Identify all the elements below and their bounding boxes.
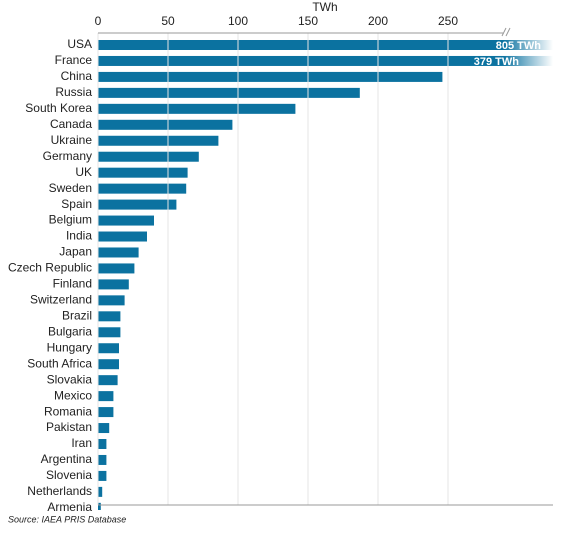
x-tick-label: 100 [228,14,248,28]
value-label: 805 TWh [496,40,542,52]
axis-break [505,27,511,37]
y-tick-label: USA [67,37,92,51]
bar [98,215,154,226]
y-tick-label: Slovakia [47,372,93,386]
x-tick-label: 200 [368,14,388,28]
bar [98,343,119,354]
bar [98,295,125,306]
x-tick-label: 50 [161,14,175,28]
bar [98,183,187,194]
bar [98,375,118,386]
y-tick-label: Belgium [49,213,92,227]
bar [98,103,296,114]
x-tick-label: 150 [298,14,318,28]
y-tick-label: Germany [43,149,92,163]
bar [98,391,114,402]
y-tick-label: France [55,53,93,67]
y-tick-label: UK [75,165,92,179]
y-tick-label: Iran [71,436,92,450]
bar [98,279,129,290]
axis-break [501,27,507,37]
bar [98,454,107,465]
bar [98,423,110,434]
y-tick-label: Brazil [62,308,92,322]
bar [98,87,360,98]
y-tick-label: Sweden [49,181,92,195]
y-tick-label: Slovenia [46,468,92,482]
y-tick-label: China [61,69,93,83]
y-tick-label: Ukraine [51,133,93,147]
plot-area [98,40,553,510]
bar [98,119,233,130]
y-tick-label: Hungary [47,340,92,354]
y-tick-label: Switzerland [30,293,92,307]
bar [98,263,135,274]
bar [98,71,443,82]
y-tick-label: Romania [44,404,92,418]
bar [98,311,121,322]
y-tick-label: South Africa [27,356,92,370]
y-tick-label: India [66,229,92,243]
x-tick-label: 0 [95,14,102,28]
y-tick-label: South Korea [25,101,92,115]
y-tick-label: Czech Republic [8,261,92,275]
y-tick-label: Spain [61,197,92,211]
bar [98,327,121,338]
y-tick-label: Pakistan [46,420,92,434]
bar [98,167,188,178]
bar [98,407,114,418]
y-tick-label: Russia [55,85,92,99]
y-tick-label: Bulgaria [48,324,92,338]
value-label: 379 TWh [474,56,520,68]
y-tick-label: Mexico [54,388,92,402]
bar [98,502,101,510]
bar [98,199,177,210]
x-tick-label: 250 [438,14,458,28]
bar [98,247,139,258]
bar [98,135,219,146]
bar [98,470,107,481]
bar [98,359,119,370]
x-axis-label: TWh [312,0,337,14]
y-tick-label: Netherlands [27,484,92,498]
bar [98,40,553,50]
bar [98,231,147,242]
bar [98,486,103,497]
y-tick-label: Armenia [47,500,92,514]
y-tick-label: Canada [50,117,92,131]
bar [98,439,107,449]
bar [98,151,199,162]
bar [98,55,553,66]
source: Source: IAEA PRIS Database [8,514,126,524]
y-tick-label: Finland [53,277,92,291]
y-tick-label: Japan [59,245,92,259]
y-tick-label: Argentina [41,452,93,466]
